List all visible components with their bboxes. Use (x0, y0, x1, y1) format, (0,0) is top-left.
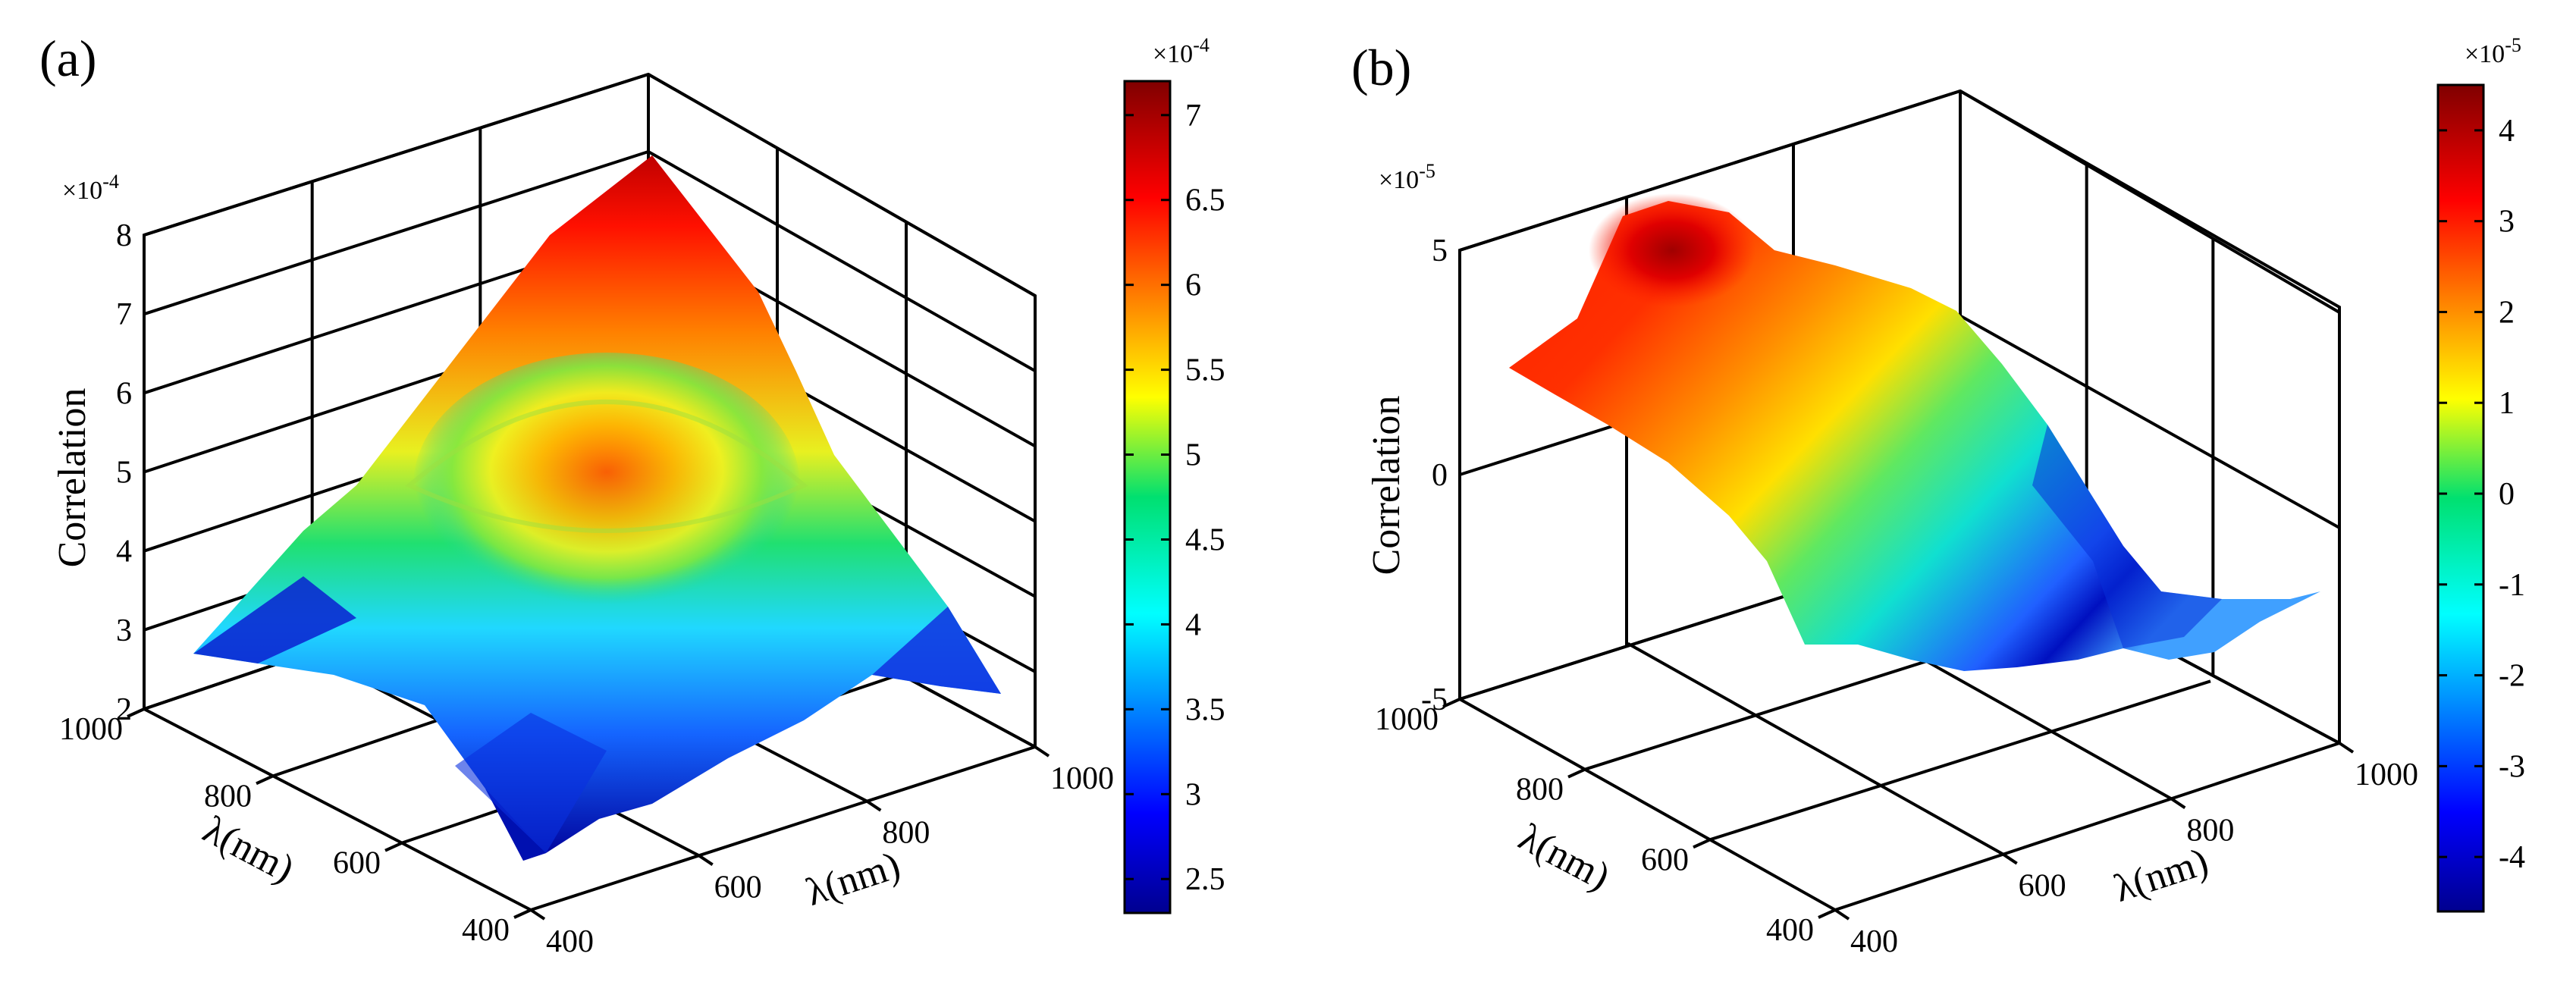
x-tick-mark (1034, 745, 1050, 758)
colorbar-tick-label: 7 (1185, 99, 1201, 133)
z-tick-label: 2 (116, 692, 132, 727)
y-tick-mark (256, 774, 274, 786)
y-tick-label: 1000 (59, 712, 123, 747)
y-tick-label: 400 (1766, 913, 1814, 948)
x-tick-label: 800 (2186, 813, 2234, 848)
x-tick-mark (2002, 853, 2018, 865)
colorbar-tick-label: -1 (2499, 568, 2525, 603)
gridline-z (143, 73, 649, 237)
panel-b-surface (1509, 193, 2320, 671)
x-tick-label: 600 (2019, 869, 2066, 904)
y-tick-label: 400 (462, 913, 510, 948)
gridline-floor (1627, 642, 2004, 856)
gridline-floor (1709, 679, 2211, 842)
panel-b-z-multiplier: ×10-5 (1379, 160, 1435, 194)
x-tick-mark (2338, 742, 2355, 754)
colorbar-tick-label: -3 (2499, 749, 2525, 784)
y-tick-mark (127, 707, 145, 718)
x-tick-mark (529, 908, 546, 921)
colorbar-tick-label: 0 (2499, 477, 2515, 512)
panel-a-z-axis-title: Correlation (51, 388, 94, 568)
colorbar-tick-label: 4.5 (1185, 522, 1225, 557)
gridline-z (1459, 89, 1961, 252)
x-tick-label: 1000 (2355, 758, 2418, 792)
panel-a-y-axis-title: λ(nm) (196, 808, 301, 892)
y-tick-mark (1818, 908, 1836, 919)
z-tick-label: 5 (116, 456, 132, 491)
panel-b: (b) -5 0 5 ×10-5 Correlation 400 600 800 1000… (1351, 34, 2525, 959)
colorbar-tick-label: 4 (2499, 114, 2515, 149)
y-tick-label: 800 (204, 779, 252, 814)
x-tick-label: 400 (546, 924, 594, 959)
colorbar-tick-label: 3 (2499, 205, 2515, 240)
panel-a-z-ticks: 2 3 4 5 6 7 8 (116, 218, 132, 727)
panel-a-surface (193, 155, 1001, 861)
panel-a-colorbar: 2.5 3 3.5 4 4.5 5 5.5 6 6.5 7 ×10-4 (1123, 34, 1225, 914)
x-tick-label: 400 (1850, 924, 1898, 959)
panel-b-x-ticks: 400 600 800 1000 (1834, 742, 2418, 959)
y-tick-label: 600 (1641, 842, 1689, 877)
panel-a-x-axis-title: λ(nm) (801, 844, 905, 914)
colorbar-tick-label: 2.5 (1185, 862, 1225, 897)
x-tick-label: 600 (714, 870, 762, 905)
x-tick-mark (698, 854, 714, 866)
colorbar-tick-label: -2 (2499, 659, 2525, 694)
colorbar-tick-label: 5 (1185, 438, 1201, 473)
z-tick-label: 3 (116, 613, 132, 648)
panel-a-x-ticks: 400 600 800 1000 (529, 745, 1114, 959)
gridline-z-right (648, 73, 1036, 297)
z-tick-label: 5 (1432, 234, 1448, 268)
x-tick-label: 800 (882, 816, 930, 851)
x-tick-mark (866, 800, 882, 812)
y-tick-mark (1693, 838, 1711, 849)
colorbar-tick-label: 1 (2499, 386, 2515, 421)
y-tick-mark (513, 908, 532, 919)
panel-a-y-ticks: 400 600 800 1000 (59, 707, 532, 948)
colorbar-tick-label: -4 (2499, 840, 2525, 875)
panel-a-colorbar-multiplier: ×10-4 (1153, 34, 1210, 68)
panel-b-x-axis-title: λ(nm) (2109, 840, 2214, 911)
y-tick-mark (1567, 767, 1586, 779)
z-tick-label: 8 (116, 218, 132, 253)
panel-b-z-ticks: -5 0 5 (1421, 234, 1448, 717)
panel-b-y-axis-title: λ(nm) (1512, 816, 1617, 899)
panel-b-z-axis-title: Correlation (1365, 396, 1408, 576)
y-tick-label: 1000 (1375, 702, 1439, 737)
colorbar-tick-label: 3.5 (1185, 692, 1225, 727)
colorbar-tick-label: 5.5 (1185, 353, 1225, 388)
y-tick-mark (1442, 698, 1461, 708)
colorbar-tick-label: 2 (2499, 295, 2515, 330)
x-tick-mark (2170, 797, 2186, 809)
z-tick-label: 6 (116, 376, 132, 411)
z-tick-label: -5 (1421, 682, 1448, 717)
x-tick-mark (1834, 908, 1850, 921)
z-tick-label: 0 (1432, 458, 1448, 493)
colorbar-tick-label: 3 (1185, 777, 1201, 812)
colorbar-tick-label: 6 (1185, 268, 1201, 303)
panel-b-label: (b) (1351, 39, 1411, 96)
y-tick-mark (384, 841, 403, 852)
gridline-z-right (1959, 89, 2341, 314)
z-tick-label: 4 (116, 535, 132, 569)
gridline-z-right (1959, 314, 2340, 529)
panel-b-colorbar-multiplier: ×10-5 (2465, 34, 2521, 68)
panel-a-label: (a) (39, 30, 96, 87)
panel-b-colorbar: -4 -3 -2 -1 0 1 2 3 4 ×10-5 (2436, 34, 2525, 913)
y-tick-label: 800 (1516, 773, 1564, 808)
x-tick-label: 1000 (1050, 761, 1114, 796)
z-tick-label: 7 (116, 297, 132, 332)
gridline-z-right (648, 150, 1036, 372)
panel-a-z-multiplier: ×10-4 (62, 171, 119, 205)
y-tick-label: 600 (333, 846, 381, 881)
panel-b-y-ticks: 400 600 800 1000 (1375, 698, 1836, 948)
colorbar-tick-label: 6.5 (1185, 184, 1225, 218)
colorbar-tick-label: 4 (1185, 607, 1201, 642)
gridline-z (143, 150, 649, 316)
